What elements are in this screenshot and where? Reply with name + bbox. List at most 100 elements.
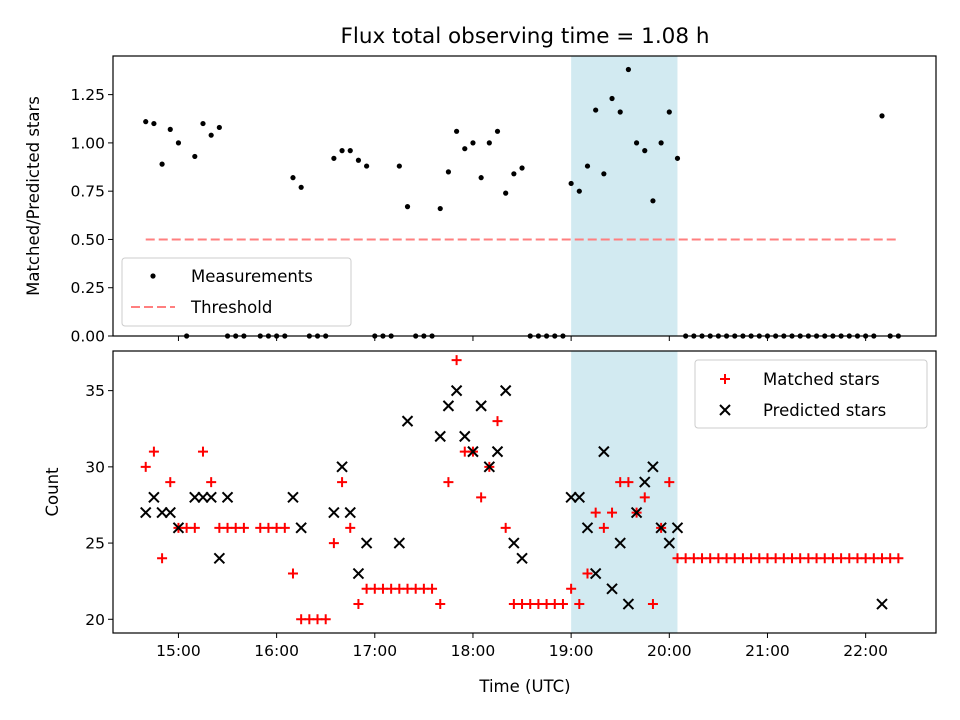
y-tick-label: 35 [85, 382, 105, 400]
matched-star-point [238, 522, 249, 533]
matched-star-point [574, 599, 585, 610]
legend-label: Measurements [191, 267, 313, 286]
predicted-star-point [221, 491, 234, 504]
matched-star-point [893, 553, 904, 564]
predicted-star-point [360, 537, 373, 549]
measurement-point [584, 163, 591, 169]
predicted-star-point [450, 384, 463, 397]
matched-star-point [623, 477, 634, 488]
measurement-point [192, 153, 198, 160]
measurement-point [478, 175, 484, 181]
measurement-point [404, 204, 411, 210]
measurement-point [470, 140, 476, 146]
y-tick-label: 20 [85, 611, 105, 629]
matched-star-point [443, 477, 454, 488]
predicted-star-point [655, 522, 667, 534]
matched-star-point [337, 477, 348, 488]
predicted-star-point [508, 537, 520, 549]
matched-star-point [345, 522, 356, 533]
predicted-star-point [647, 461, 659, 473]
x-tick-label: 16:00 [254, 642, 299, 660]
y-tick-label: 0.25 [70, 279, 105, 297]
measurement-point [159, 161, 165, 167]
matched-star-point [148, 446, 159, 457]
predicted-star-point [352, 567, 365, 580]
highlight-span [571, 351, 678, 633]
predicted-star-point [205, 491, 217, 504]
predicted-star-point [156, 506, 168, 519]
matched-star-point [647, 599, 658, 610]
x-tick-label: 15:00 [156, 642, 201, 660]
measurement-point [347, 148, 353, 154]
predicted-star-point [573, 491, 586, 504]
measurement-point [298, 184, 304, 190]
measurement-point [143, 119, 149, 125]
measurement-point [658, 140, 664, 146]
matched-star-point [566, 583, 577, 594]
x-tick-label: 21:00 [745, 642, 790, 660]
y-tick-label: 25 [85, 535, 105, 553]
predicted-star-point [622, 598, 635, 610]
legend-predicted-marker [719, 404, 731, 416]
matched-star-point [206, 477, 217, 488]
predicted-star-point [663, 537, 676, 549]
predicted-star-point [140, 506, 152, 519]
measurement-point [175, 140, 182, 146]
measurement-point [200, 120, 206, 127]
predicted-star-point [393, 537, 406, 549]
y-tick-label: 0.00 [70, 328, 105, 346]
predicted-star-point [614, 537, 626, 549]
measurement-point [879, 113, 885, 119]
measurement-point [396, 163, 402, 169]
matched-star-point [189, 522, 200, 533]
matched-star-point [557, 599, 568, 610]
measurement-point [576, 188, 582, 194]
predicted-star-point [164, 506, 176, 519]
measurement-point [609, 95, 615, 102]
ratio-panel: 0.00 0.25 0.50 0.75 1.00 1.25 Matched/Predict… [24, 55, 937, 346]
predicted-star-point [516, 552, 528, 565]
y-tick-label: 1.00 [70, 134, 105, 152]
matched-star-point [197, 446, 208, 457]
count-panel-legend: Matched stars Predicted stars [694, 359, 928, 429]
measurement-point [625, 66, 631, 73]
measurement-point [617, 109, 623, 115]
matched-star-point [664, 477, 675, 488]
measurement-point [650, 198, 656, 204]
legend-label: Predicted stars [763, 401, 886, 420]
y-tick-label: 0.75 [70, 183, 105, 201]
matched-star-point [451, 355, 462, 366]
count-panel-frame [112, 350, 937, 634]
matched-star-point [598, 522, 609, 533]
measurement-point [453, 128, 460, 134]
y-tick-label: 1.25 [70, 86, 105, 104]
predicted-star-point [671, 522, 684, 534]
matched-star-point [476, 492, 487, 503]
ratio-panel-frame [112, 55, 937, 337]
measurement-point [290, 175, 296, 181]
matched-star-point [165, 477, 176, 488]
predicted-star-point [475, 400, 487, 412]
count-panel-xlabel: Time (UTC) [478, 677, 570, 696]
legend-label: Matched stars [763, 370, 880, 389]
predicted-star-point [328, 506, 340, 519]
predicted-star-point [606, 583, 618, 595]
matched-star-point [500, 522, 511, 533]
matched-star-point [320, 614, 331, 625]
predicted-star-point [401, 415, 414, 427]
measurement-point [339, 148, 345, 154]
predicted-star-point [491, 445, 504, 458]
matched-star-point [353, 599, 364, 610]
x-tick-label: 17:00 [352, 642, 397, 660]
x-tick-label: 20:00 [647, 642, 692, 660]
matched-star-point [639, 492, 650, 503]
measurement-point [503, 190, 509, 196]
measurement-point [208, 132, 214, 138]
measurement-point [519, 165, 525, 171]
matched-star-point [287, 568, 298, 579]
predicted-star-point [459, 430, 471, 443]
legend-measurement-marker [150, 273, 156, 279]
measurement-point [666, 109, 672, 115]
predicted-star-point [336, 461, 348, 473]
predicted-star-point [565, 491, 577, 504]
